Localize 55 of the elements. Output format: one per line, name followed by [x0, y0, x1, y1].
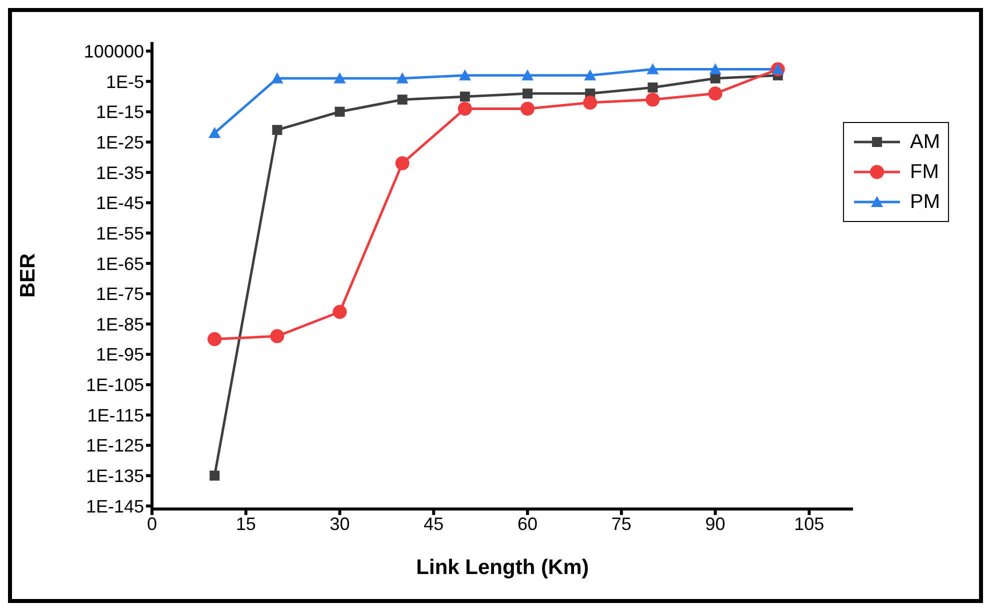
y-tick-label: 1E-45 [96, 193, 144, 214]
point [397, 94, 408, 105]
point [334, 106, 345, 117]
point [210, 470, 220, 481]
point [272, 124, 282, 135]
point [710, 73, 720, 84]
point [270, 329, 284, 344]
point [460, 92, 470, 102]
point [583, 96, 598, 110]
y-tick-label: 1E-5 [106, 72, 144, 92]
point [646, 63, 659, 74]
x-axis-title: Link Length (Km) [416, 556, 589, 579]
point [458, 69, 471, 80]
x-tick-label: 90 [705, 514, 726, 534]
y-tick-label: 1E-75 [96, 284, 144, 304]
point [395, 156, 410, 170]
y-tick-label: 1E-35 [96, 162, 144, 183]
y-tick-label: 1E-25 [96, 132, 144, 152]
x-tick-label: 15 [236, 514, 256, 534]
y-tick-label: 1E-95 [96, 344, 144, 365]
x-tick-label: 75 [611, 514, 632, 534]
y-tick-label: 1E-135 [86, 466, 144, 486]
point [208, 126, 221, 138]
y-tick-label: 1E-145 [86, 496, 144, 516]
y-tick-label: 1E-15 [96, 102, 144, 122]
x-tick-label: 45 [424, 514, 444, 534]
legend-label: FM [910, 160, 939, 184]
y-tick-label: 100000 [84, 41, 144, 62]
point [522, 69, 534, 80]
point [708, 86, 722, 101]
y-tick-label: 1E-125 [86, 436, 144, 456]
point [646, 92, 660, 107]
y-tick-label: 1E-105 [86, 375, 144, 396]
point [396, 72, 408, 84]
point [271, 72, 284, 84]
point [458, 102, 472, 116]
point [520, 102, 535, 116]
legend-label: AM [910, 130, 940, 154]
y-tick-label: 1E-65 [96, 254, 144, 274]
y-tick-label: 1E-115 [87, 405, 144, 426]
x-tick-label: 0 [146, 514, 158, 534]
y-tick-label: 1E-85 [96, 314, 144, 334]
point [709, 63, 722, 74]
point [334, 72, 346, 84]
x-tick-label: 105 [794, 514, 824, 534]
x-tick-label: 60 [518, 514, 538, 534]
point [522, 88, 533, 99]
point [584, 69, 596, 80]
y-axis-title: BER [16, 253, 40, 298]
legend-label: PM [910, 190, 940, 214]
x-tick-label: 30 [330, 514, 350, 534]
point [208, 332, 222, 346]
y-tick-label: 1E-55 [96, 223, 144, 244]
point [648, 82, 658, 92]
point [332, 304, 347, 319]
